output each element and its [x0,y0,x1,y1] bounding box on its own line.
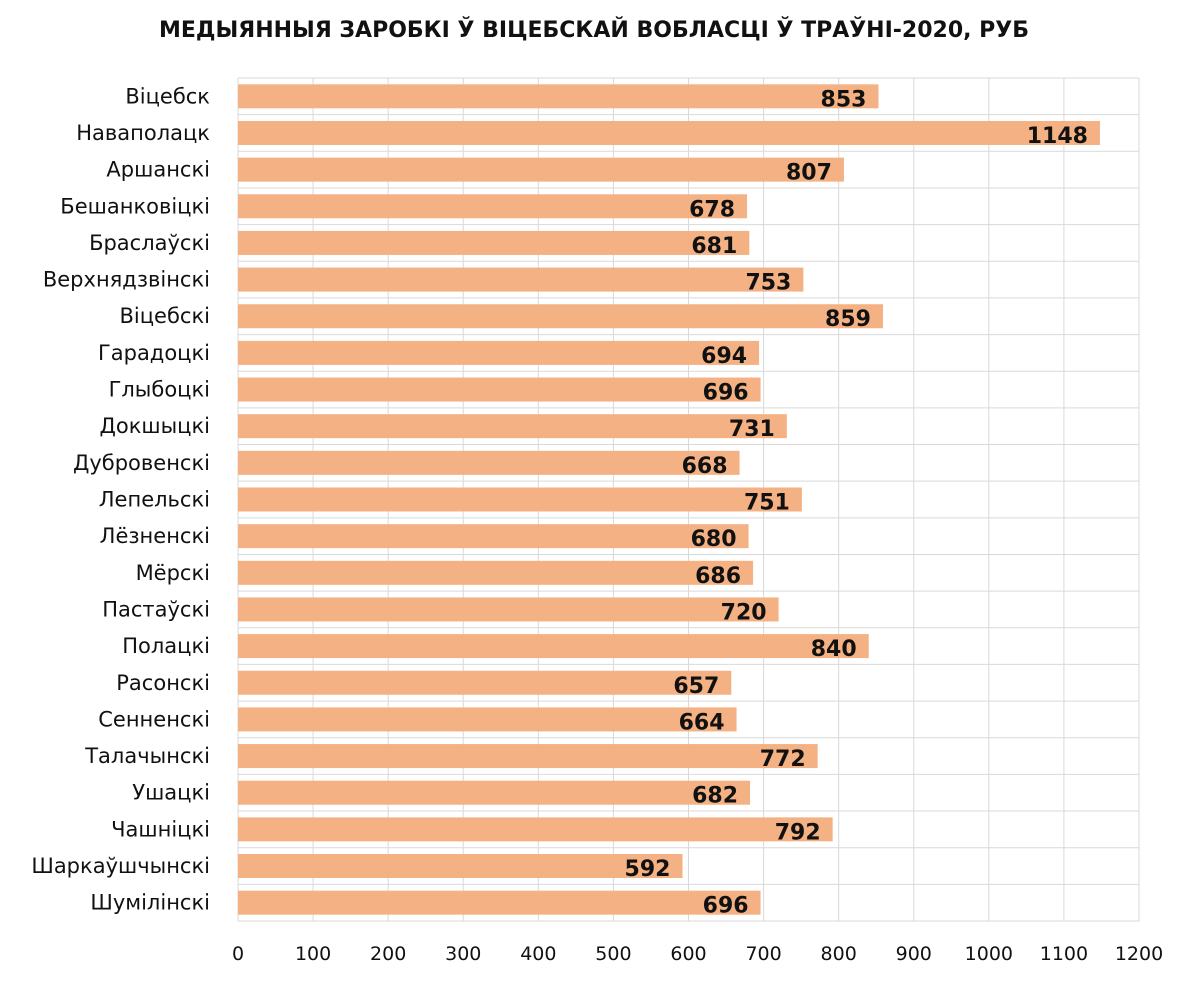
bar [238,230,750,255]
category-label: Лепельскі [99,488,210,512]
bar [238,597,779,622]
data-label: 753 [745,271,791,296]
x-tick-label: 600 [670,943,706,965]
x-tick-label: 100 [295,943,331,965]
bar [238,487,802,512]
bar [238,267,804,292]
bar [238,414,787,439]
category-label: Шаркаўшчынскі [31,854,210,878]
bar [238,340,760,365]
bar [238,854,683,879]
bar [238,670,732,695]
data-label: 592 [625,857,671,882]
data-label: 657 [673,674,719,699]
category-label: Докшыцкі [99,414,210,438]
category-label: Наваполацк [76,121,210,145]
chart-title: МЕДЫЯННЫЯ ЗАРОБКІ Ў ВІЦЕБСКАЙ ВОБЛАСЦІ Ў… [158,18,1030,43]
data-label: 681 [691,234,737,259]
category-label: Ушацкі [132,781,210,805]
data-label: 682 [692,784,738,809]
data-label: 772 [760,747,806,772]
x-tick-label: 700 [745,943,781,965]
bars [238,84,1100,915]
x-tick-label: 1000 [965,943,1013,965]
data-label: 807 [786,161,832,186]
x-tick-label: 0 [232,943,244,965]
category-label: Сенненскі [98,707,210,731]
category-label: Полацкі [122,634,210,658]
bar [238,817,833,842]
bar [238,524,749,549]
data-label: 668 [682,454,728,479]
data-label: 792 [775,820,821,845]
data-label: 751 [744,491,790,516]
bar [238,744,818,769]
category-labels: Віцебск Наваполацк Аршанскі Бешанковіцкі Бра… [31,84,210,914]
x-tick-label: 900 [896,943,932,965]
category-label: Чашніцкі [111,817,210,841]
category-label: Аршанскі [106,158,210,182]
x-tick-label: 500 [595,943,631,965]
x-tick-label: 800 [821,943,857,965]
data-label: 680 [691,527,737,552]
data-label: 720 [721,600,767,625]
grid-lines [237,77,1140,922]
bar [238,560,754,585]
category-label: Дубровенскі [73,451,210,475]
bar [238,780,751,805]
bar [238,377,761,402]
bar [238,157,844,182]
x-tick-label: 200 [370,943,406,965]
data-label: 696 [703,894,749,919]
data-label: 859 [825,307,871,332]
data-label: 678 [689,197,735,222]
category-label: Пастаўскі [102,597,210,621]
category-label: Віцебскі [120,304,210,328]
bar [238,890,761,915]
category-label: Верхнядзвінскі [43,268,210,292]
data-label: 853 [821,87,867,112]
data-label: 694 [701,344,747,369]
data-label: 1148 [1027,124,1088,149]
category-label: Бешанковіцкі [60,194,210,218]
category-label: Віцебск [125,84,210,108]
category-label: Шумілінскі [90,891,210,915]
data-label: 664 [679,710,725,735]
data-label: 840 [811,637,857,662]
data-label: 731 [729,417,775,442]
bar [238,707,737,732]
x-axis-ticks: 0 100 200 300 400 500 600 700 800 900 1000 1100 1200 [232,943,1163,965]
bar [238,84,879,109]
category-label: Гарадоцкі [98,341,210,365]
x-tick-label: 1200 [1115,943,1163,965]
category-label: Лёзненскі [100,524,210,548]
x-tick-label: 300 [445,943,481,965]
category-label: Мёрскі [136,561,210,585]
category-label: Расонскі [116,671,210,695]
data-label: 696 [703,381,749,406]
category-label: Талачынскі [84,744,210,768]
bar [238,304,883,329]
category-label: Браслаўскі [89,231,210,255]
bar [238,450,740,475]
x-tick-label: 400 [520,943,556,965]
bar [238,634,869,659]
x-tick-label: 1100 [1040,943,1088,965]
data-label: 686 [695,564,741,589]
bar [238,194,748,219]
bar [238,120,1100,145]
category-label: Глыбоцкі [109,378,210,402]
